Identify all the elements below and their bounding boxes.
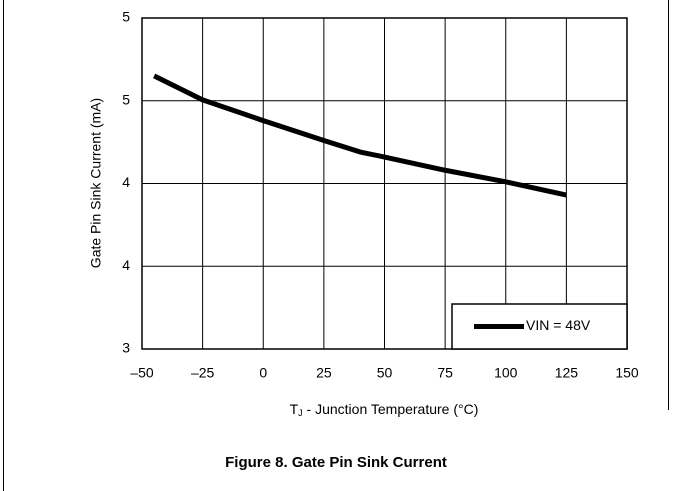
x-axis-label: TJ - Junction Temperature (°C) (290, 401, 479, 419)
y-tick-label: 4 (122, 257, 130, 273)
y-axis-label: Gate Pin Sink Current (mA) (88, 98, 104, 268)
y-tick-label: 4 (122, 174, 130, 190)
x-tick-label: 75 (437, 365, 453, 381)
x-tick-label: –25 (191, 365, 215, 381)
x-tick-label: –50 (130, 365, 154, 381)
y-tick-label: 3 (122, 340, 130, 356)
chart-title: Figure 8. Gate Pin Sink Current (225, 454, 447, 471)
series-line (153, 73, 567, 198)
x-tick-label: 0 (259, 365, 267, 381)
x-tick-label: 125 (555, 365, 579, 381)
y-tick-label: 5 (122, 9, 130, 25)
legend-label: VIN = 48V (526, 317, 591, 333)
y-tick-label: 5 (122, 91, 130, 107)
x-tick-label: 150 (615, 365, 639, 381)
x-tick-label: 25 (316, 365, 332, 381)
x-tick-label: 50 (377, 365, 393, 381)
x-tick-label: 100 (494, 365, 518, 381)
plot-frame (141, 17, 628, 350)
